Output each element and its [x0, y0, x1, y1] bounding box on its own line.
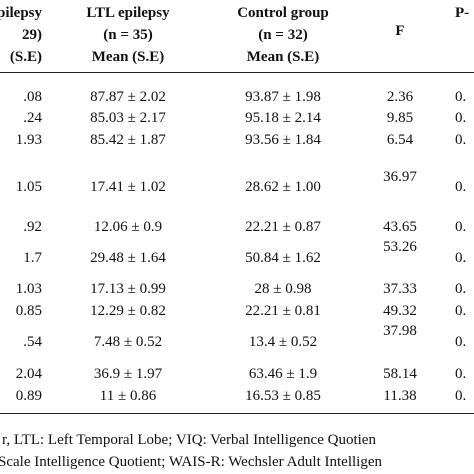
- table-cell: 0.: [455, 334, 467, 350]
- table-cell: 93.87 ± 1.98: [245, 89, 321, 105]
- header-cell: Mean (S.E): [91, 49, 165, 65]
- table-cell: 7.48 ± 0.52: [93, 334, 163, 350]
- table-cell: 87.87 ± 2.02: [90, 89, 166, 105]
- table-cell: 0.85: [15, 303, 42, 319]
- footnote: r, LTL: Left Temporal Lobe; VIQ: Verbal …: [2, 432, 376, 448]
- table-cell: 0.89: [15, 388, 42, 404]
- header-cell: P-: [455, 5, 470, 21]
- table-cell: 9.85: [386, 110, 414, 126]
- table-cell: 0.: [455, 89, 467, 105]
- table-cell: 53.26: [383, 239, 417, 255]
- header-cell: LTL epilepsy: [86, 5, 170, 21]
- table-cell: 17.41 ± 1.02: [90, 179, 166, 195]
- table-cell: .92: [23, 219, 42, 235]
- table-cell: .54: [23, 334, 42, 350]
- table-cell: 37.98: [383, 323, 417, 339]
- table-cell: 12.06 ± 0.9: [93, 219, 163, 235]
- table-cell: 58.14: [383, 366, 417, 382]
- table-cell: 37.33: [383, 281, 417, 297]
- table-cell: 43.65: [383, 219, 417, 235]
- bottom-rule: [0, 413, 474, 414]
- table-cell: 50.84 ± 1.62: [245, 250, 321, 266]
- table-cell: 11 ± 0.86: [99, 388, 157, 404]
- table-cell: 36.97: [383, 169, 417, 185]
- table-cell: 0.: [455, 250, 467, 266]
- header-cell: (n = 32): [258, 27, 308, 43]
- header-cell: (S.E): [9, 49, 42, 65]
- table-cell: 1.05: [15, 179, 42, 195]
- table-cell: 49.32: [383, 303, 417, 319]
- table-cell: 36.9 ± 1.97: [93, 366, 163, 382]
- table-cell: 0.: [455, 132, 467, 148]
- table-cell: .24: [23, 110, 42, 126]
- header-rule: [0, 72, 474, 73]
- header-cell: pilepsy: [0, 5, 42, 21]
- table-cell: 2.04: [15, 366, 42, 382]
- header-cell: F: [395, 23, 405, 39]
- table-cell: 1.93: [15, 132, 42, 148]
- table-cell: 0.: [455, 281, 467, 297]
- table-cell: 0.: [455, 388, 467, 404]
- table-cell: 1.7: [23, 250, 42, 266]
- table-cell: 13.4 ± 0.52: [248, 334, 318, 350]
- table-cell: 22.21 ± 0.87: [245, 219, 321, 235]
- header-cell: Control group: [237, 5, 329, 21]
- table-cell: 0.: [455, 366, 467, 382]
- table-cell: 29.48 ± 1.64: [90, 250, 166, 266]
- table-cell: 0.: [455, 110, 467, 126]
- header-cell: 29): [22, 27, 42, 43]
- table-cell: 11.38: [383, 388, 417, 404]
- table-cell: 28 ± 0.98: [254, 281, 312, 297]
- table-cell: 6.54: [386, 132, 414, 148]
- table-cell: 93.56 ± 1.84: [245, 132, 321, 148]
- header-cell: Mean (S.E): [246, 49, 320, 65]
- table-cell: 17.13 ± 0.99: [90, 281, 166, 297]
- table-cell: 63.46 ± 1.9: [248, 366, 318, 382]
- table-cell: 85.42 ± 1.87: [90, 132, 166, 148]
- table-cell: 0.: [455, 303, 467, 319]
- table-cell: .08: [23, 89, 42, 105]
- table-cell: 22.21 ± 0.81: [245, 303, 321, 319]
- footnote: Scale Intelligence Quotient; WAIS-R: Wec…: [0, 454, 382, 470]
- table-cell: 2.36: [386, 89, 414, 105]
- table-cell: 0.: [455, 179, 467, 195]
- header-cell: (n = 35): [103, 27, 153, 43]
- table-cell: 16.53 ± 0.85: [245, 388, 321, 404]
- table-cell: 28.62 ± 1.00: [245, 179, 321, 195]
- table-cell: 0.: [455, 219, 467, 235]
- table-cell: 85.03 ± 2.17: [90, 110, 166, 126]
- table-cell: 95.18 ± 2.14: [245, 110, 321, 126]
- table-cell: 12.29 ± 0.82: [90, 303, 166, 319]
- table-cell: 1.03: [15, 281, 42, 297]
